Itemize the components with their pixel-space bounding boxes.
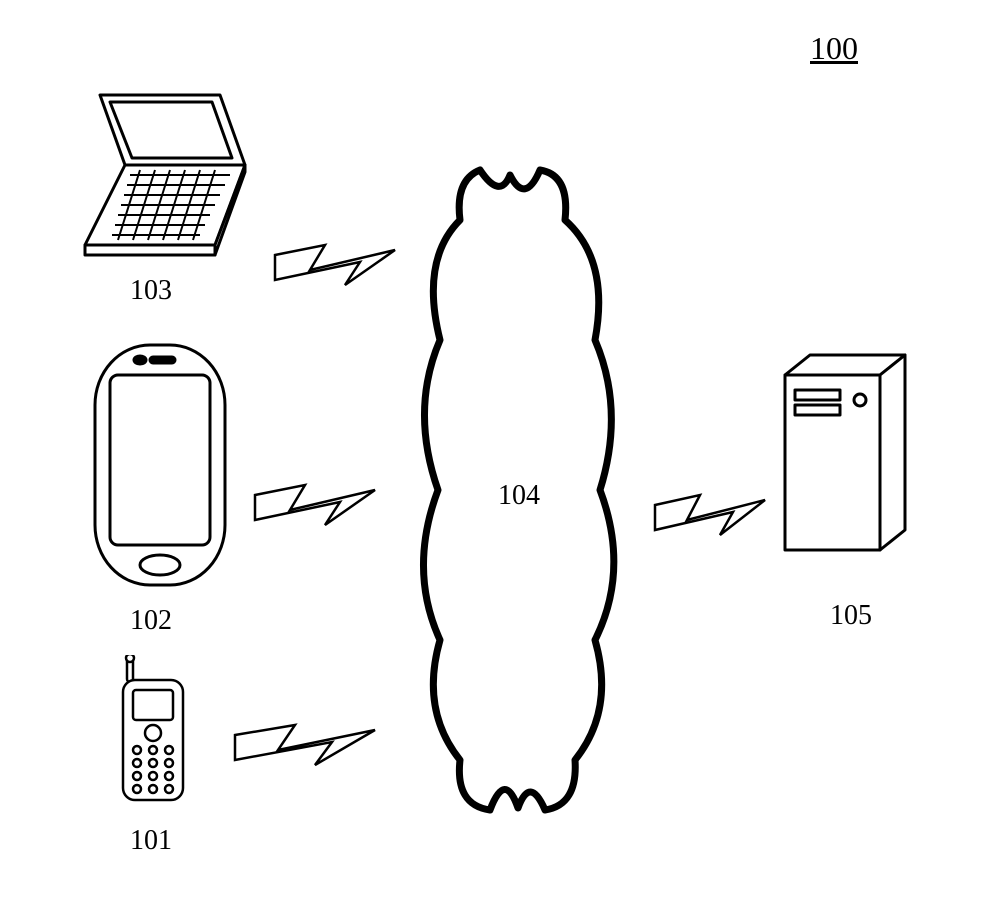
laptop-icon <box>70 90 250 260</box>
connection-smartphone-cloud <box>250 480 380 530</box>
connection-laptop-cloud <box>270 240 400 290</box>
figure-label: 100 <box>810 30 858 67</box>
feature-phone-icon <box>115 655 200 805</box>
feature-phone-label: 101 <box>130 825 172 857</box>
connection-cloud-server <box>650 490 770 540</box>
server-icon <box>780 350 910 560</box>
smartphone-label: 102 <box>130 605 172 637</box>
cloud-label: 104 <box>498 480 540 512</box>
server-label: 105 <box>830 600 872 632</box>
smartphone-icon <box>90 340 230 590</box>
laptop-label: 103 <box>130 275 172 307</box>
connection-phone-cloud <box>230 720 380 770</box>
